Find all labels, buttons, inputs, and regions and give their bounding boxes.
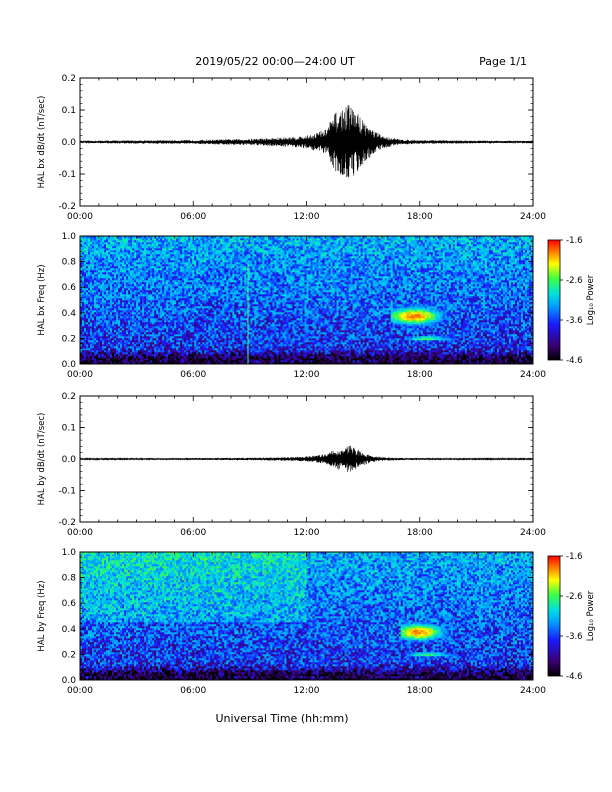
panel-1: 00:00 06:00 12:00 18:00 24:00 -0.2 -0.1 0.0 0.1 0… <box>37 74 546 222</box>
x-tick-label: 00:00 <box>67 686 93 696</box>
y-tick-label: 0.4 <box>62 625 77 635</box>
y-tick-label: -0.1 <box>58 487 76 497</box>
y-tick-label: 0.2 <box>62 334 76 344</box>
x-tick-label: 06:00 <box>180 686 206 696</box>
colorbar-tick-label: -1.6 <box>566 236 583 246</box>
y-tick-label: 0.6 <box>62 599 77 609</box>
x-tick-label: 18:00 <box>407 370 433 380</box>
x-tick-label: 18:00 <box>407 212 433 222</box>
y-tick-label: 0.2 <box>62 74 76 84</box>
colorbar-tick-label: -3.6 <box>566 632 583 642</box>
x-tick-label: 24:00 <box>520 212 546 222</box>
colorbar-tick-label: -3.6 <box>566 316 583 326</box>
x-tick-label: 24:00 <box>520 686 546 696</box>
x-tick-label: 24:00 <box>520 370 546 380</box>
y-tick-label: 0.8 <box>62 574 77 584</box>
x-tick-label: 00:00 <box>67 212 93 222</box>
page-title: 2019/05/22 00:00—24:00 UT <box>195 55 355 68</box>
x-tick-label: 06:00 <box>180 212 206 222</box>
x-tick-label: 00:00 <box>67 528 93 538</box>
y-tick-label: 0.2 <box>62 650 76 660</box>
colorbar <box>547 555 561 677</box>
y-axis-label: HAL bx dB/dt (nT/sec) <box>37 96 47 189</box>
colorbar-tick-label: -4.6 <box>566 672 583 682</box>
panel-3: 00:00 06:00 12:00 18:00 24:00 -0.2 -0.1 0.0 0.1 0… <box>37 392 546 538</box>
y-tick-label: 0.1 <box>62 106 76 116</box>
colorbar <box>547 239 561 361</box>
y-tick-label: 1.0 <box>62 232 77 242</box>
x-tick-label: 12:00 <box>294 686 320 696</box>
x-tick-label: 18:00 <box>407 528 433 538</box>
x-axis-label: Universal Time (hh:mm) <box>216 712 349 725</box>
colorbar-tick-label: -2.6 <box>566 592 583 602</box>
y-tick-label: 0.0 <box>62 360 77 370</box>
colorbar-tick-label: -1.6 <box>566 552 583 562</box>
y-tick-label: 0.4 <box>62 309 77 319</box>
y-tick-label: -0.2 <box>58 518 76 528</box>
page-number: Page 1/1 <box>479 55 527 68</box>
x-tick-label: 12:00 <box>294 528 320 538</box>
x-tick-label: 06:00 <box>180 528 206 538</box>
x-tick-label: 24:00 <box>520 528 546 538</box>
y-axis-label: HAL bx Freq (Hz) <box>37 264 47 335</box>
y-tick-label: 0.0 <box>62 455 77 465</box>
spectrogram <box>80 236 534 365</box>
y-tick-label: 0.1 <box>62 424 76 434</box>
y-axis-label: HAL by dB/dt (nT/sec) <box>37 413 47 506</box>
y-tick-label: 0.6 <box>62 283 77 293</box>
y-tick-label: 0.0 <box>62 676 77 686</box>
colorbar-tick-label: -2.6 <box>566 276 583 286</box>
y-tick-label: 0.0 <box>62 138 77 148</box>
panel-2: -1.6 -2.6 -3.6 -4.6 Log₁₀ Power 00:00 06:00 12:… <box>37 232 596 380</box>
x-tick-label: 06:00 <box>180 370 206 380</box>
panel-4: -1.6 -2.6 -3.6 -4.6 Log₁₀ Power 00:00 06:00 12:… <box>37 548 596 696</box>
y-tick-label: 0.2 <box>62 392 76 402</box>
x-tick-label: 12:00 <box>294 212 320 222</box>
x-tick-label: 18:00 <box>407 686 433 696</box>
spectrogram <box>80 552 534 681</box>
colorbar-label: Log₁₀ Power <box>586 590 596 641</box>
colorbar-label: Log₁₀ Power <box>586 274 596 325</box>
y-tick-label: -0.2 <box>58 202 76 212</box>
y-axis-label: HAL by Freq (Hz) <box>37 580 47 651</box>
y-tick-label: -0.1 <box>58 170 76 180</box>
x-tick-label: 00:00 <box>67 370 93 380</box>
dbdt-trace <box>79 104 534 178</box>
colorbar-tick-label: -4.6 <box>566 356 583 366</box>
x-tick-label: 12:00 <box>294 370 320 380</box>
y-tick-label: 1.0 <box>62 548 77 558</box>
y-tick-label: 0.8 <box>62 258 77 268</box>
